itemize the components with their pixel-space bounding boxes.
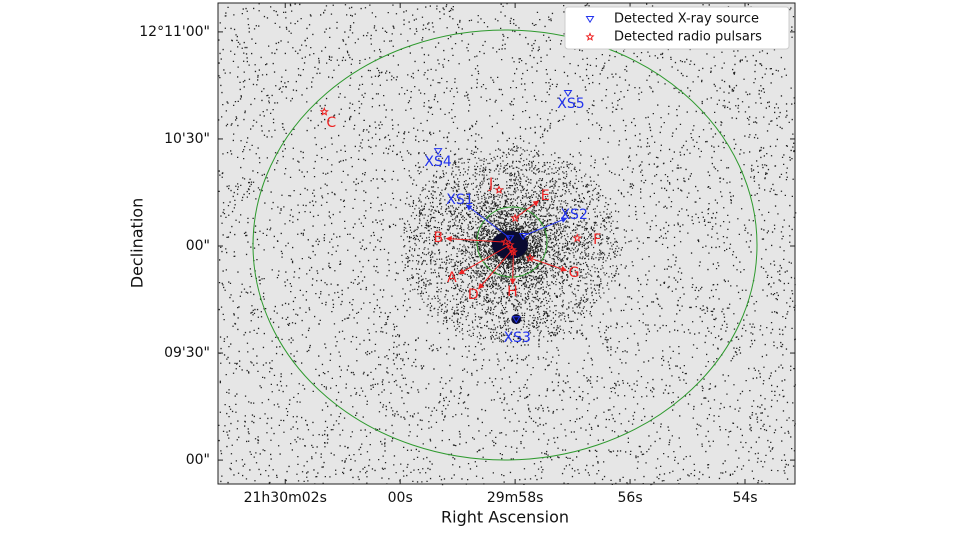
source-label: XS3 [504,330,531,346]
pointer-arrow [509,252,516,285]
source-label: B [434,230,444,246]
source-label: XS4 [424,154,451,170]
source-label: C [326,115,336,131]
source-label: J [488,176,493,192]
pointer-arrow [514,200,540,219]
y-tick-label: 09'30" [164,345,210,361]
pulsar-marker [508,247,518,256]
y-tick-label: 00" [186,452,210,468]
pulsar-marker [572,233,582,243]
pointer-arrow [445,235,506,243]
xray-marker [505,235,515,243]
pulsar-marker [494,185,504,194]
x-tick-label: 00s [388,490,413,506]
source-label: XS1 [446,192,473,208]
xray-marker [563,89,573,98]
core-circle [476,206,548,278]
source-label: F [593,232,601,248]
legend-label: Detected radio pulsars [614,30,762,45]
legend-box [564,6,790,50]
xray-marker [518,233,528,241]
source-label: H [507,284,518,300]
x-axis-label: Right Ascension [441,508,569,527]
legend-marker [585,16,595,24]
source-label: XS2 [560,207,587,223]
xray-marker [511,316,521,324]
source-label: G [569,265,580,281]
pulsar-marker [500,237,510,247]
y-tick-label: 10'30" [164,131,210,147]
pointer-arrow [522,217,568,237]
pulsar-marker [510,213,520,223]
field-ellipse [252,29,758,461]
x-tick-label: 29m58s [487,490,544,506]
plot-frame [217,2,796,485]
pointer-arrow [465,204,511,239]
y-tick-label: 00" [186,238,210,254]
xray-marker [433,148,443,156]
source-label: E [541,188,550,204]
source-label: D [468,287,479,303]
legend-marker [585,32,595,41]
pointer-arrow [478,249,513,290]
pointer-arrow [529,257,568,272]
pulsar-marker [507,245,517,254]
y-axis-label: Declination [128,198,147,288]
x-tick-label: 54s [732,490,757,506]
source-label: A [447,270,457,286]
core-blob [491,230,528,259]
pulsar-marker [525,253,535,263]
x-tick-label: 56s [618,490,643,506]
pulsar-marker [319,106,329,116]
legend-label: Detected X-ray source [614,12,759,27]
x-tick-label: 21h30m02s [244,490,327,506]
pointer-arrow [458,244,511,275]
source-label: XS5 [557,96,584,112]
y-tick-label: 12°11'00" [139,24,210,40]
